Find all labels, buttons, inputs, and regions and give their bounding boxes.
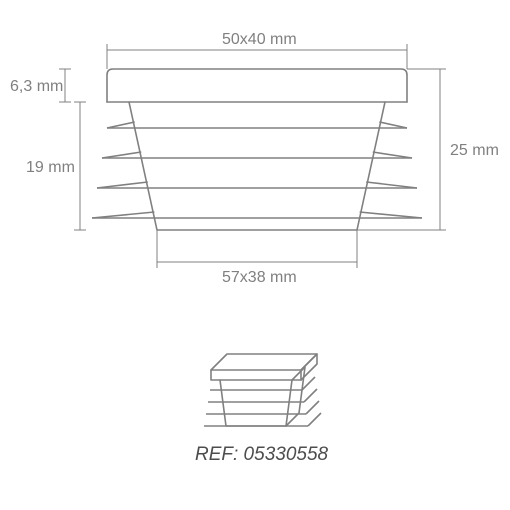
iso-top bbox=[211, 354, 317, 370]
dim-body-h: 19 mm bbox=[26, 159, 75, 176]
ref-label: REF: 05330558 bbox=[195, 444, 329, 465]
iso-body-front bbox=[220, 380, 292, 426]
fin-1-r bbox=[373, 152, 412, 158]
fin-2-l bbox=[97, 182, 148, 188]
fin-1-l bbox=[102, 152, 141, 158]
iso-fin-3-side bbox=[308, 413, 321, 426]
fin-0-l bbox=[107, 122, 135, 128]
iso-body-side bbox=[286, 367, 305, 426]
fin-3-l bbox=[92, 212, 154, 218]
fin-2-r bbox=[366, 182, 417, 188]
dim-top: 50x40 mm bbox=[222, 31, 297, 48]
fin-3-r bbox=[360, 212, 422, 218]
iso-cap-front bbox=[211, 370, 301, 380]
fin-0-r bbox=[379, 122, 407, 128]
iso-fin-1-side bbox=[304, 389, 317, 402]
dim-total-h: 25 mm bbox=[450, 142, 499, 159]
body-outline bbox=[129, 102, 385, 230]
cap-outline bbox=[107, 69, 407, 102]
dim-bottom: 57x38 mm bbox=[222, 269, 297, 286]
dim-cap-h: 6,3 mm bbox=[10, 78, 63, 95]
iso-fin-2-side bbox=[306, 401, 319, 414]
